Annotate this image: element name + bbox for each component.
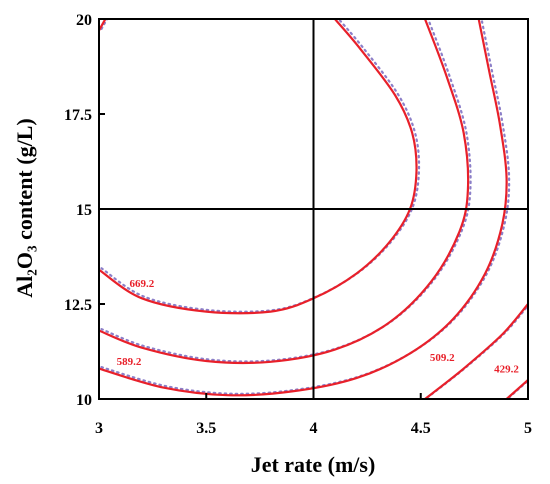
- contour-label-3: 429.2: [494, 363, 519, 375]
- contour-line-5: [99, 19, 107, 31]
- contour-line-1: [99, 19, 470, 365]
- contour-line-3: [424, 303, 528, 399]
- x-tick-label-2: 4: [310, 420, 318, 437]
- contour-label-2: 509.2: [430, 352, 455, 364]
- contour-line-0: [99, 19, 418, 315]
- contour-label-1: 589.2: [117, 356, 142, 368]
- y-tick-label-2: 15: [76, 202, 92, 219]
- x-tick-label-1: 3.5: [196, 420, 216, 437]
- y-tick-label-4: 20: [76, 12, 92, 29]
- contour-dotted-3: [426, 303, 528, 399]
- plot-area: 669.2 589.2 509.2 429.2 3 3.5 4 4.5 5 10 12.5 15 17.…: [64, 12, 532, 437]
- contour-line-2: [99, 19, 508, 397]
- y-axis-title: Al₂O₃ content (g/L): [12, 118, 37, 297]
- y-tick-label-0: 10: [76, 392, 92, 409]
- x-tick-label-4: 5: [524, 420, 532, 437]
- contour-line-4: [505, 379, 528, 399]
- y-tick-label-3: 17.5: [64, 107, 92, 124]
- x-axis-title: Jet rate (m/s): [251, 452, 376, 477]
- contour-lines: [99, 19, 528, 399]
- x-tick-label-0: 3: [95, 420, 103, 437]
- contour-label-0: 669.2: [130, 278, 155, 290]
- x-tick-label-3: 4.5: [411, 420, 431, 437]
- y-tick-label-1: 12.5: [64, 297, 92, 314]
